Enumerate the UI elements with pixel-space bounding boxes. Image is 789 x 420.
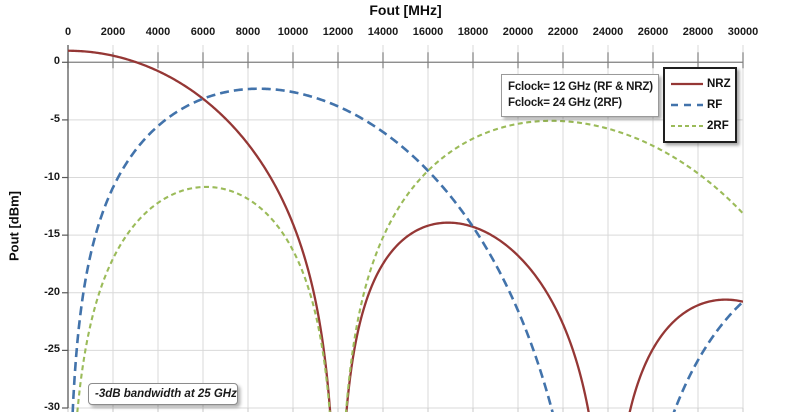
- legend-item-2rf: 2RF: [670, 120, 730, 132]
- x-tick-label: 22000: [547, 26, 579, 38]
- x-tick-label: 14000: [367, 26, 399, 38]
- bandwidth-annotation-text: -3dB bandwidth at 25 GHz: [95, 388, 237, 400]
- y-tick-label: -15: [44, 228, 60, 241]
- x-tick-label: 2000: [100, 26, 126, 38]
- x-tick-label: 30000: [727, 26, 759, 38]
- curve-rf: [71, 87, 743, 412]
- y-tick-label: -20: [44, 285, 60, 298]
- legend-label-2rf: 2RF: [707, 119, 729, 132]
- legend-item-rf: RF: [670, 99, 730, 111]
- legend-label-nrz: NRZ: [707, 78, 731, 91]
- x-axis-title: Fout [MHz]: [369, 2, 442, 18]
- curve-2rf: [76, 119, 743, 412]
- y-tick-label: -10: [44, 170, 60, 183]
- legend-line-rf-icon: [671, 103, 703, 107]
- x-tick-label: 16000: [412, 26, 444, 38]
- x-tick-label: 4000: [145, 26, 171, 38]
- fclock-annotation: Fclock= 12 GHz (RF & NRZ) Fclock= 24 GHz…: [501, 74, 659, 117]
- x-tick-label: 10000: [277, 26, 309, 38]
- bandwidth-annotation: -3dB bandwidth at 25 GHz: [88, 383, 238, 405]
- y-tick-label: 0: [53, 55, 60, 68]
- curve-nrz: [68, 49, 743, 412]
- fclock-annotation-line-2: Fclock= 24 GHz (2RF): [508, 97, 622, 110]
- fclock-annotation-line-1: Fclock= 12 GHz (RF & NRZ): [508, 81, 653, 93]
- x-tick-label: 12000: [322, 26, 354, 38]
- legend-line-2rf-icon: [671, 124, 703, 127]
- x-tick-label: 6000: [190, 26, 216, 38]
- legend-item-nrz: NRZ: [670, 78, 731, 91]
- curves: [68, 49, 743, 412]
- x-tick-label: 18000: [457, 26, 489, 38]
- x-tick-label: 24000: [592, 26, 624, 38]
- y-tick-label: -25: [44, 343, 60, 356]
- gridlines: [68, 45, 744, 409]
- x-tick-label: 26000: [637, 26, 669, 38]
- legend: NRZ RF 2RF: [663, 67, 737, 143]
- y-tick-label: -30: [44, 401, 60, 413]
- x-tick-label: 20000: [502, 26, 534, 38]
- x-tick-label: 0: [64, 26, 72, 38]
- x-tick-label: 8000: [235, 26, 261, 38]
- x-tick-label: 28000: [682, 26, 714, 38]
- legend-label-rf: RF: [707, 98, 723, 111]
- y-tick-label: -5: [50, 112, 60, 125]
- legend-line-nrz-icon: [671, 83, 703, 86]
